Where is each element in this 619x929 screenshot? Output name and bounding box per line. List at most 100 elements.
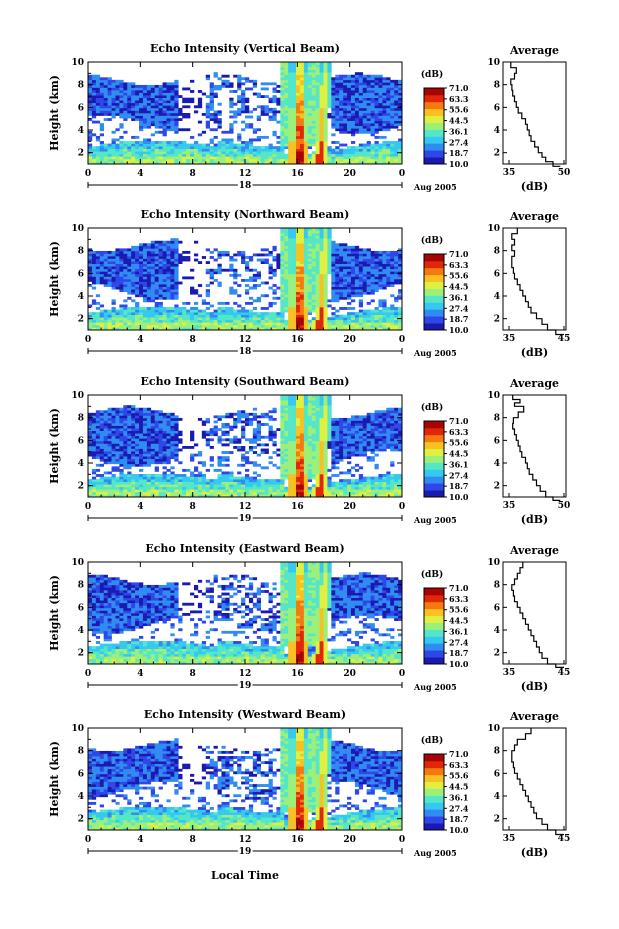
heatmap-cell [394, 118, 399, 121]
heatmap-cell [362, 263, 367, 267]
heatmap-cell [288, 138, 293, 142]
heatmap-cell [135, 443, 140, 447]
heatmap-cell [158, 107, 163, 111]
heatmap-cell [398, 250, 403, 254]
heatmap-cell [186, 161, 191, 165]
heatmap-cell [303, 284, 309, 287]
heatmap-cell [99, 451, 104, 454]
heatmap-cell [343, 115, 348, 119]
heatmap-cell [178, 110, 183, 114]
heatmap-cell [335, 253, 340, 257]
heatmap-cell [146, 430, 152, 434]
heatmap-cell [154, 456, 159, 460]
colorbar-swatch [424, 88, 444, 96]
heatmap-cell [339, 128, 344, 132]
heatmap-cell [307, 64, 313, 68]
heatmap-cell [99, 428, 104, 431]
heatmap-cell [190, 79, 195, 83]
heatmap-cell [154, 486, 159, 490]
colorbar-tick-label: 55.6 [449, 271, 469, 281]
heatmap-cell [91, 153, 97, 157]
colorbar-tick-label: 63.3 [449, 94, 469, 104]
heatmap-cell [398, 84, 403, 88]
heatmap-cell [221, 74, 226, 78]
heatmap-cell [162, 466, 167, 470]
heatmap-cell [347, 125, 352, 129]
heatmap-cell [158, 453, 163, 457]
heatmap-cell [166, 110, 171, 114]
heatmap-cell [205, 146, 210, 149]
heatmap-cell [233, 161, 238, 165]
heatmap-cell [213, 148, 218, 152]
heatmap-cell [166, 291, 171, 295]
heatmap-cell [362, 268, 367, 272]
heatmap-cell [119, 324, 124, 328]
heatmap-cell [139, 148, 144, 152]
heatmap-cell [190, 319, 195, 323]
heatmap-cell [245, 312, 250, 315]
heatmap-cell [107, 107, 112, 111]
heatmap-cell [174, 309, 179, 313]
heatmap-cell [197, 120, 203, 124]
heatmap [88, 395, 403, 498]
heatmap-cell [107, 143, 112, 147]
heatmap-cell [374, 279, 379, 282]
heatmap-cell [378, 258, 383, 262]
heatmap-cell [111, 148, 116, 152]
heatmap-cell [280, 69, 285, 73]
heatmap-cell [158, 412, 163, 416]
heatmap-cell [284, 135, 289, 139]
heatmap-cell [398, 319, 403, 323]
heatmap-cell [119, 258, 124, 262]
colorbar-swatch [424, 115, 444, 123]
heatmap-cell [370, 253, 375, 257]
heatmap-cell [339, 102, 344, 106]
heatmap-cell [343, 258, 348, 262]
heatmap-cell [280, 161, 285, 165]
heatmap-cell [162, 471, 167, 475]
heatmap-cell [103, 107, 108, 111]
heatmap-cell [311, 238, 316, 242]
heatmap-cell [319, 100, 324, 104]
heatmap-cell [197, 158, 203, 162]
heatmap-cell [166, 273, 171, 277]
heatmap-cell [296, 271, 301, 275]
heatmap-cell [111, 84, 116, 88]
heatmap-cell [142, 453, 148, 457]
heatmap-cell [174, 102, 179, 106]
heatmap-cell [382, 128, 387, 132]
heatmap-cell [131, 456, 136, 460]
heatmap-cell [154, 240, 159, 244]
heatmap-cell [103, 271, 108, 275]
heatmap-cell [103, 90, 108, 93]
heatmap-cell [217, 113, 222, 116]
heatmap-cell [323, 64, 328, 68]
heatmap-cell [103, 312, 108, 315]
heatmap-cell [103, 263, 108, 267]
heatmap-cell [166, 92, 171, 96]
heatmap-cell [201, 143, 207, 147]
heatmap-cell [115, 276, 120, 280]
heatmap-cell [162, 484, 167, 488]
heatmap-cell [123, 261, 128, 264]
heatmap-cell [233, 324, 238, 328]
heatmap-cell [311, 279, 316, 282]
heatmap-cell [311, 309, 316, 313]
heatmap-cell [374, 284, 379, 287]
heatmap-cell [123, 148, 128, 152]
heatmap-cell [127, 466, 132, 470]
heatmap-cell [370, 102, 375, 106]
heatmap-cell [327, 317, 332, 321]
heatmap-cell [284, 77, 289, 81]
heatmap-cell [335, 281, 340, 285]
heatmap-cell [394, 82, 399, 86]
heatmap-cell [170, 240, 175, 244]
heatmap-cell [296, 113, 301, 116]
heatmap-cell [299, 151, 305, 155]
heatmap-cell [374, 161, 379, 165]
average-x-tick-label: 50 [558, 168, 571, 178]
heatmap-cell [107, 253, 112, 257]
heatmap-cell [237, 250, 242, 254]
heatmap-cell [174, 125, 179, 129]
heatmap-cell [311, 301, 316, 305]
